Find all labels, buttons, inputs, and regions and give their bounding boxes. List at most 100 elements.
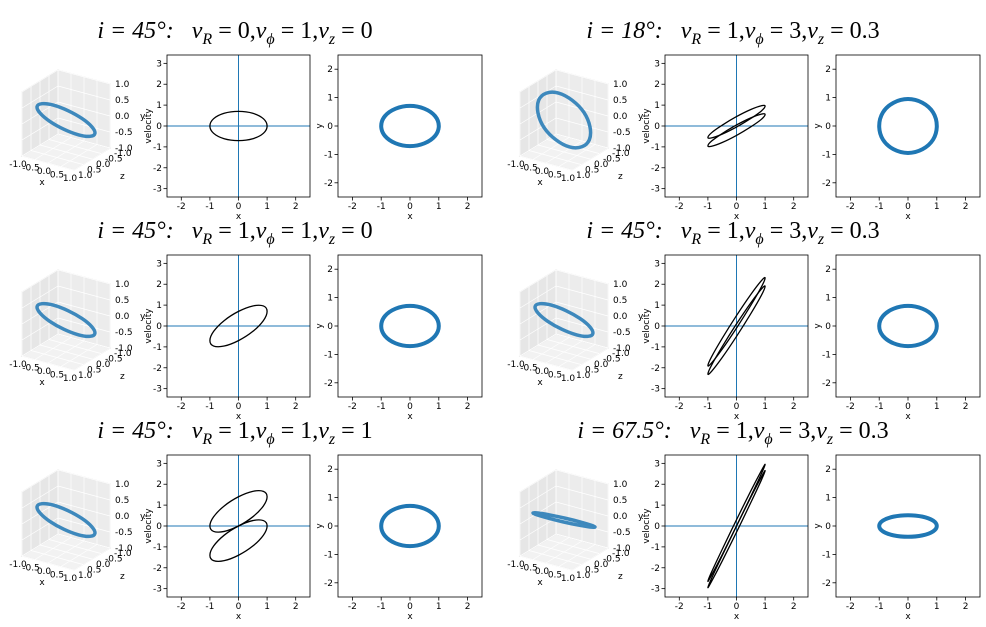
grid-line [555,69,609,85]
x-tick-label: -1.0 [507,160,525,170]
y-tick-label: 1.0 [613,80,628,90]
z-tick-label: -1.0 [612,149,630,159]
x-tick-label: 0 [236,602,242,612]
curve [379,503,441,549]
axes-frame [337,54,483,198]
x-tick-label: -2 [177,602,186,612]
x-tick-label: 0.5 [548,171,562,181]
x-tick-label: 1 [934,602,940,612]
title-lead: i = 45°: [97,18,173,44]
y-tick-label: 2 [825,265,831,275]
title-subscript: R [699,431,710,448]
grid-line [48,139,102,154]
grid-line [39,144,93,160]
y-tick-label: 1 [654,101,660,111]
panel-title: i = 45°: vR = 0,vϕ = 1,vz = 0 [97,18,372,48]
x-tick-label: 1.0 [561,374,576,384]
x-tick-label: 1.0 [561,574,576,584]
x-tick-label: -1 [703,602,712,612]
curve [707,285,766,376]
y-tick-label: 0 [156,122,162,132]
y-tick-label: -2 [651,564,660,574]
x-tick-label: 1 [264,602,270,612]
y-tick-label: 0.0 [115,112,130,122]
grid-line [537,544,591,560]
x-tick-label: -2 [348,602,357,612]
title-lead: i = 18°: [586,18,662,44]
grid-line [30,150,84,165]
grid-line [57,533,111,549]
y-tick-label: 2 [327,265,333,275]
z-axis-label: z [120,172,125,182]
title-symbol: v [681,18,692,44]
grid-line [555,501,609,517]
y-tick-label: -0.5 [115,528,133,538]
panel: i = 45°: vR = 1,vϕ = 3,vz = 0.3-1.0-0.50.… [507,218,981,422]
x-axis-label: x [236,412,242,422]
subplot: -2 -1 0 1 2 -3 -2 -1 0 1 2 3 x velocity [144,54,311,222]
title-symbol: v [256,218,267,244]
y-axis-label: velocity [642,308,652,344]
orbit-3d [533,301,595,339]
y-tick-label: -1.0 [115,344,133,354]
y-tick-label: -2 [153,364,162,374]
x-tick-label: 2 [293,402,299,412]
y-tick-label: -2 [153,564,162,574]
grid-line [555,469,609,485]
y-tick-label: 1 [156,101,162,111]
title-subscript: R [201,31,212,48]
z-tick-label: 1.0 [576,371,591,381]
grid-line [537,344,591,360]
title-rest: = 1, [275,218,319,244]
z-tick-label: -0.5 [105,155,123,165]
y-tick-label: -1.0 [115,144,133,154]
y-tick-label: 0 [825,522,831,532]
y-tick-label: 0.0 [115,512,130,522]
x-tick-label: -1 [875,402,884,412]
y-tick-label: 0 [327,322,333,332]
grid-line [537,144,591,160]
grid-line [528,150,582,165]
y-tick-label: -1 [651,543,660,553]
title-symbol: v [681,218,692,244]
panel-title: i = 45°: vR = 1,vϕ = 1,vz = 1 [97,418,372,448]
x-tick-label: -1.0 [9,560,27,570]
panel: i = 45°: vR = 1,vϕ = 1,vz = 1 -1.0 -0.5 0.0 0… [9,418,483,622]
y-tick-label: 2 [156,80,162,90]
y-tick-label: 1.0 [613,480,628,490]
x-tick-label: 1.0 [63,174,78,184]
grid-line [57,317,111,333]
z-tick-label: -1.0 [612,349,630,359]
grid-line [30,350,84,365]
x-tick-label: 2 [465,602,471,612]
grid-line [519,355,573,371]
y-tick-label: 3 [654,59,660,69]
y-tick-label: 0.0 [613,112,628,122]
y-tick-label: -2 [153,164,162,174]
z-tick-label: 0.5 [87,166,101,176]
grid-line [555,485,609,501]
title-rest: = 0 [335,18,373,44]
x-tick-label: -1 [377,602,386,612]
x-tick-label: 1.0 [63,574,78,584]
grid-line [57,485,111,501]
x-tick-label: -1.0 [9,360,27,370]
title-subscript: ϕ [755,31,763,48]
grid-line [57,69,111,85]
subplot: -1.0-0.50.00.51.0-1.0-0.50.00.51.0-1.0-0… [507,69,644,188]
y-tick-label: 1 [156,501,162,511]
panel-title: i = 18°: vR = 1,vϕ = 3,vz = 0.3 [586,18,879,48]
curve [877,97,939,155]
x-tick-label: -1 [875,602,884,612]
x-tick-label: -1 [205,202,214,212]
y-tick-label: -0.5 [115,328,133,338]
x-tick-label: 2 [963,602,969,612]
z-tick-label: 0.0 [594,160,609,170]
axes-frame [835,254,981,398]
y-tick-label: -3 [651,585,660,595]
x-tick-label: 1 [264,202,270,212]
x-tick-label: -0.5 [22,364,40,374]
subplot: -2 -1 0 1 2 -2 -1 0 1 2 x y [813,54,981,222]
x-tick-label: 0.0 [37,367,52,377]
title-subscript: z [826,431,834,448]
